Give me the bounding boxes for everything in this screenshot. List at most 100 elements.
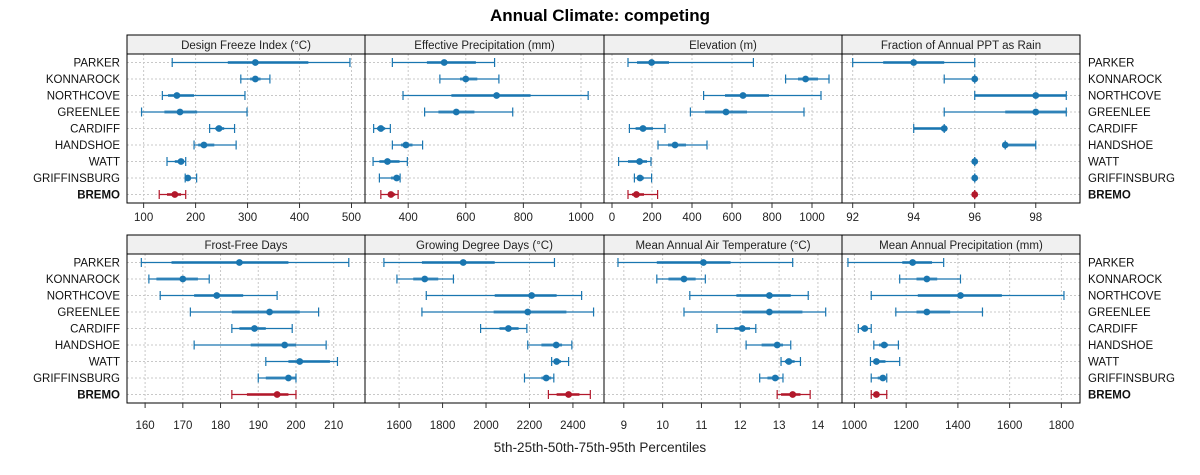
median-point [266, 308, 273, 316]
interval-bremo [547, 390, 591, 399]
median-point [722, 108, 730, 116]
x-tick-label: 96 [968, 212, 981, 224]
interval-cardiff [231, 324, 293, 333]
interval-northcove [159, 291, 278, 300]
interval-northcove [689, 291, 809, 300]
interval-handshoe [873, 340, 899, 350]
site-label: NORTHCOVE [1088, 291, 1162, 303]
interval-greenlee [189, 307, 320, 317]
x-tick-label: 10 [656, 420, 669, 432]
x-tick-label: 92 [846, 212, 859, 224]
x-tick-label: 2400 [560, 420, 586, 432]
median-point [184, 174, 192, 182]
site-label: WATT [89, 157, 120, 169]
x-tick-label: 2200 [517, 420, 543, 432]
interval-greenlee [424, 107, 514, 117]
x-tick-label: 160 [136, 420, 155, 432]
plot-area [842, 54, 1080, 203]
median-point [873, 391, 880, 398]
chart-title: Annual Climate: competing [490, 6, 710, 25]
median-point [636, 174, 644, 182]
site-labels-left: PARKER KONNAROCK NORTHCOVE GREENLEE CARDIFF H… [33, 58, 120, 402]
interval-bremo [971, 190, 979, 199]
median-point [873, 358, 880, 365]
interval-cardiff [628, 124, 666, 133]
x-tick-label: 1000 [842, 420, 868, 432]
median-point [738, 325, 746, 332]
site-label: GREENLEE [57, 107, 120, 119]
interval-bremo [158, 190, 187, 199]
median-point [940, 125, 948, 132]
x-tick-label: 1000 [568, 212, 594, 224]
panel-frame [841, 53, 1081, 204]
interval-cardiff [913, 124, 948, 133]
median-point [565, 391, 572, 398]
median-point [251, 75, 259, 83]
interval-bremo [627, 190, 659, 199]
interval-cardiff [209, 124, 236, 133]
x-tick-label: 400 [290, 212, 309, 224]
interval-konnarock [784, 74, 830, 84]
site-label: GREENLEE [57, 307, 120, 319]
site-label: CARDIFF [1088, 124, 1138, 136]
x-tick-label: 13 [773, 420, 786, 432]
interval-konnarock [396, 274, 455, 284]
median-point [1032, 108, 1040, 116]
interval-watt [617, 157, 652, 166]
interval-northcove [870, 291, 1065, 300]
median-point [285, 374, 292, 382]
x-tick-label: 0 [609, 212, 615, 224]
median-point [179, 275, 187, 283]
interval-griffinsburg [257, 373, 297, 383]
interval-watt [372, 157, 408, 166]
x-tick-label: 200 [642, 212, 661, 224]
median-point [861, 325, 869, 332]
median-point [493, 92, 500, 99]
median-point [421, 275, 429, 283]
x-tick-label: 1400 [945, 420, 971, 432]
panel-title: Mean Annual Air Temperature (°C) [635, 240, 810, 252]
site-label: BREMO [77, 390, 120, 402]
interval-parker [140, 258, 350, 267]
median-point [235, 259, 243, 266]
plot-area [127, 54, 365, 203]
median-point [771, 374, 779, 382]
interval-konnarock [899, 274, 962, 284]
interval-cardiff [857, 324, 872, 333]
median-point [636, 158, 643, 165]
panel-frame [841, 253, 1081, 404]
interval-greenlee [943, 107, 1067, 117]
site-label: WATT [1088, 357, 1119, 369]
interval-watt [551, 357, 570, 366]
site-labels-right: PARKER KONNAROCK NORTHCOVE GREENLEE CARDIFF H… [1088, 58, 1175, 402]
median-point [251, 59, 259, 66]
median-point [802, 75, 809, 83]
interval-parker [852, 58, 976, 67]
x-tick-label: 210 [324, 420, 343, 432]
x-tick-label: 180 [211, 420, 230, 432]
median-point [440, 59, 448, 66]
median-point [200, 141, 208, 149]
panel: Effective Precipitation (mm) 400 600 800 100… [364, 34, 605, 224]
interval-parker [617, 258, 794, 267]
x-tick-label: 98 [1029, 212, 1042, 224]
median-point [402, 141, 410, 149]
x-tick-label: 400 [682, 212, 701, 224]
x-tick-label: 190 [249, 420, 268, 432]
median-point [171, 191, 179, 198]
median-point [699, 259, 707, 266]
x-tick-label: 300 [238, 212, 257, 224]
panel: Frost-Free Days 160 170 180 190 200 210 [126, 234, 366, 432]
median-point [923, 308, 931, 316]
panel-title: Effective Precipitation (mm) [414, 40, 555, 52]
x-tick-label: 1000 [799, 212, 825, 224]
interval-handshoe [391, 140, 424, 150]
site-label: KONNAROCK [46, 274, 120, 286]
x-tick-label: 200 [186, 212, 205, 224]
panels: Design Freeze Index (°C)100 200 300 400 500E… [126, 34, 1081, 432]
median-point [671, 141, 679, 149]
median-point [971, 75, 979, 83]
median-point [957, 292, 964, 299]
median-point [452, 108, 460, 116]
interval-konnarock [943, 74, 979, 84]
